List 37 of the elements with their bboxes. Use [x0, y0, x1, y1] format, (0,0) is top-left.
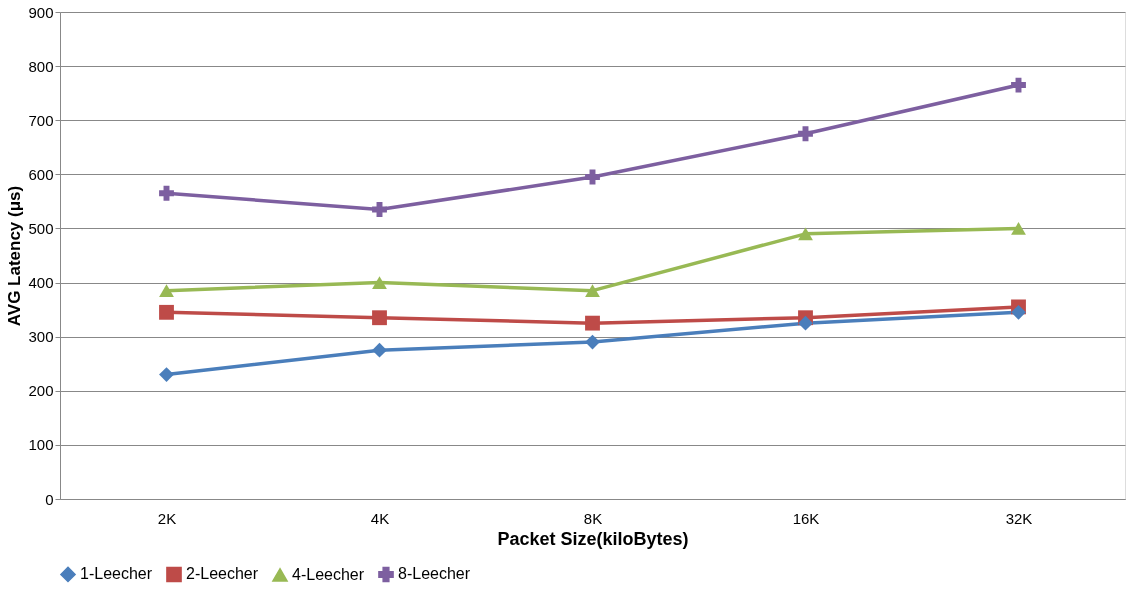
y-tick-label: 0: [45, 490, 54, 508]
y-tick-label: 800: [28, 57, 54, 75]
point: [1011, 304, 1026, 320]
y-tick-label: 200: [28, 382, 54, 400]
y-tick-label: 900: [28, 3, 54, 21]
legend-label: 8-Leecher: [398, 565, 471, 583]
point: [372, 342, 387, 358]
x-axis-title: Packet Size(kiloBytes): [497, 528, 689, 549]
point: [798, 126, 813, 142]
y-tick-label: 600: [28, 165, 54, 183]
point: [159, 185, 174, 201]
point: [585, 284, 600, 298]
legend-label: 1-Leecher: [80, 565, 153, 583]
x-tick-label: 2K: [157, 509, 177, 527]
point: [798, 315, 813, 331]
point: [159, 367, 174, 382]
x-tick-label: 16K: [792, 509, 820, 527]
y-tick-label: 500: [28, 219, 54, 237]
point: [1011, 222, 1026, 235]
legend-label: 2-Leecher: [186, 565, 259, 583]
point: [372, 310, 387, 326]
point: [372, 276, 387, 289]
y-tick-label: 400: [28, 274, 54, 292]
x-tick-label: 8K: [583, 509, 603, 527]
y-tick-label: 100: [28, 436, 54, 454]
y-tick-label: 700: [28, 111, 54, 129]
point: [159, 284, 174, 298]
point: [585, 169, 600, 185]
point: [159, 304, 174, 320]
x-tick-label: 32K: [1005, 509, 1033, 527]
y-tick-label: 300: [28, 328, 54, 346]
point: [798, 227, 813, 241]
point: [1011, 77, 1026, 93]
legend-label: 4-Leecher: [292, 565, 365, 583]
x-tick-label: 4K: [370, 509, 390, 527]
point: [585, 315, 600, 331]
y-axis-title: AVG Latency (μs): [5, 185, 25, 327]
